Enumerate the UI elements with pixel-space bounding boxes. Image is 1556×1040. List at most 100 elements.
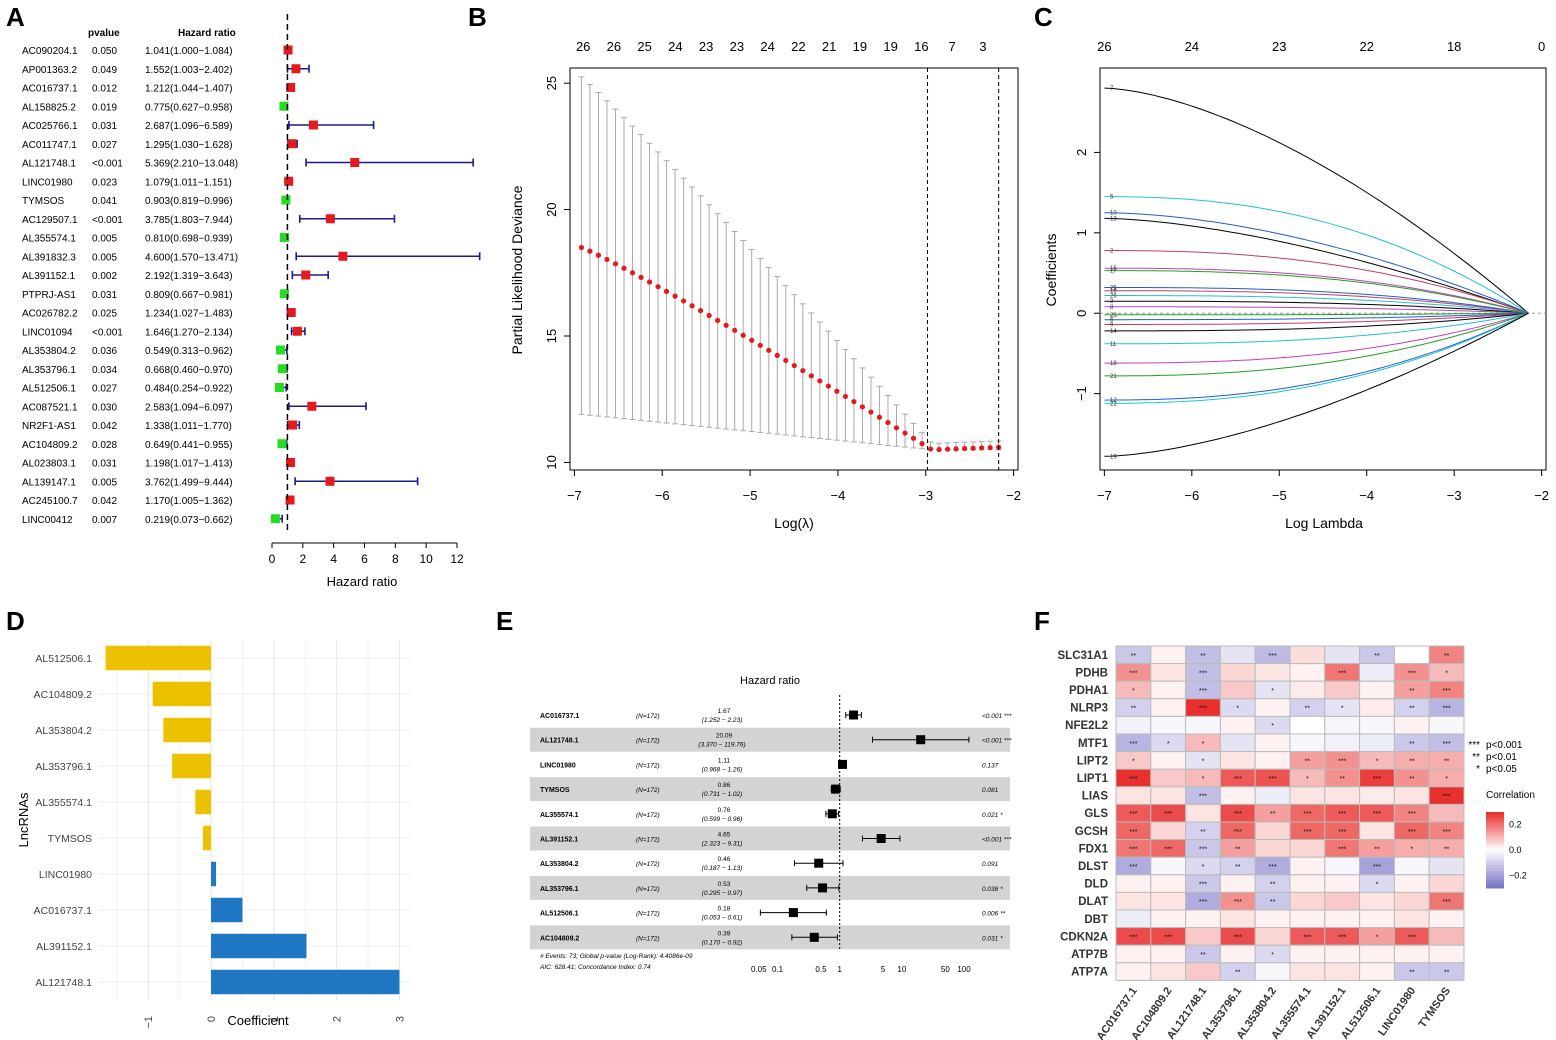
cell-significance: * bbox=[1236, 706, 1239, 713]
x-tick-label: −6 bbox=[1184, 488, 1199, 503]
cell-significance: *** bbox=[1408, 811, 1416, 818]
colorbar-step bbox=[1486, 850, 1504, 854]
hr-point bbox=[288, 420, 298, 430]
row-label: AC025766.1 bbox=[22, 121, 78, 132]
heatmap-cell bbox=[1219, 944, 1256, 964]
path-label: 14 bbox=[1110, 329, 1117, 335]
row-label: AL355574.1 bbox=[540, 812, 579, 819]
row-label: LIAS bbox=[1082, 791, 1109, 803]
heatmap-cell bbox=[1254, 839, 1291, 858]
y-tick-label: −1 bbox=[1074, 386, 1089, 401]
row-label: PTPRJ-AS1 bbox=[22, 290, 76, 301]
row-n: (N=172) bbox=[636, 886, 660, 893]
sig-legend-label: p<0.001 bbox=[1486, 740, 1523, 751]
cell-significance: * bbox=[1306, 776, 1309, 783]
coefficient-path bbox=[1104, 312, 1529, 364]
cell-significance: ** bbox=[1200, 952, 1206, 959]
heatmap-cell bbox=[1219, 786, 1256, 805]
row-pvalue: 0.028 bbox=[92, 440, 117, 451]
coefficient-path bbox=[1104, 306, 1529, 314]
coefficient-path bbox=[1104, 87, 1529, 314]
colorbar-step bbox=[1486, 844, 1504, 848]
x-tick-label: 1 bbox=[837, 965, 842, 974]
cell-significance: *** bbox=[1338, 758, 1346, 765]
path-label: 9 bbox=[1110, 322, 1114, 328]
category-label: AL353804.2 bbox=[35, 725, 92, 737]
row-hr-text: 2.687(1.096−6.589) bbox=[145, 121, 233, 132]
row-label: DLST bbox=[1078, 861, 1108, 873]
cell-significance: *** bbox=[1338, 670, 1346, 677]
top-count-label: 26 bbox=[576, 39, 590, 54]
row-ci: (1.252 − 2.23) bbox=[702, 717, 743, 724]
x-tick-label: 3 bbox=[394, 1016, 406, 1022]
heatmap-cell bbox=[1115, 874, 1152, 893]
coefficient-path bbox=[1104, 312, 1529, 404]
cell-significance: ** bbox=[1131, 653, 1137, 660]
panel-label-c: C bbox=[1034, 2, 1053, 32]
heatmap-cell bbox=[1115, 891, 1152, 911]
x-tick-label: −4 bbox=[1359, 488, 1374, 503]
top-count-label: 24 bbox=[1185, 39, 1199, 54]
row-label: GLS bbox=[1084, 808, 1108, 820]
coefficient-bar bbox=[195, 789, 212, 815]
cell-significance: ** bbox=[1305, 706, 1311, 713]
panel-f-correlation-heatmap: SLC31A1 ** ** *** ** **PDHB *** *** *** *** *PDHA1… bbox=[1058, 645, 1535, 1040]
row-hr-text: 1.234(1.027−1.483) bbox=[145, 309, 233, 320]
hr-point bbox=[809, 932, 819, 942]
deviance-point bbox=[842, 393, 848, 400]
heatmap-cell bbox=[1254, 909, 1291, 929]
row-hr-text: 1.079(1.011−1.151) bbox=[145, 177, 232, 188]
y-tick-label: 15 bbox=[544, 329, 559, 343]
colorbar-step bbox=[1486, 857, 1504, 861]
coefficient-path bbox=[1104, 312, 1529, 457]
path-label: 11 bbox=[1110, 342, 1117, 348]
path-label: 5 bbox=[1110, 195, 1114, 201]
hr-point bbox=[818, 883, 828, 893]
row-ci: (0.187 − 1.13) bbox=[702, 865, 743, 872]
row-hr-text: 4.600(1.570−13.471) bbox=[145, 252, 238, 263]
cell-significance: *** bbox=[1373, 864, 1381, 871]
colorbar-step bbox=[1486, 842, 1504, 846]
coefficient-bar bbox=[105, 645, 212, 671]
coefficient-path bbox=[1104, 300, 1529, 314]
heatmap-cell bbox=[1185, 962, 1221, 981]
heatmap-cell bbox=[1289, 874, 1326, 893]
deviance-point bbox=[723, 322, 729, 328]
cell-significance: ** bbox=[1131, 706, 1137, 713]
cell-significance: *** bbox=[1408, 670, 1416, 677]
path-label: 13 bbox=[1110, 216, 1117, 222]
cell-significance: *** bbox=[1338, 829, 1346, 836]
colorbar-step bbox=[1486, 812, 1504, 816]
heatmap-cell bbox=[1428, 944, 1465, 964]
row-pvalue: 0.042 bbox=[92, 421, 117, 432]
row-shade bbox=[530, 875, 1010, 900]
cell-significance: ** bbox=[1270, 899, 1276, 906]
panel-label-d: D bbox=[6, 606, 25, 636]
row-hr: 0.76 bbox=[718, 807, 731, 814]
heatmap-cell bbox=[1150, 698, 1187, 717]
row-hr: 1.11 bbox=[718, 757, 731, 764]
sig-legend-label: p<0.01 bbox=[1486, 752, 1517, 763]
row-pvalue: 0.021 * bbox=[982, 812, 1003, 819]
heatmap-cell bbox=[1115, 909, 1152, 929]
colorbar-step bbox=[1486, 817, 1504, 821]
row-n: (N=172) bbox=[636, 837, 660, 844]
coefficient-bar bbox=[172, 753, 212, 779]
panel-e-multivariate-forest: Hazard ratio AC016737.1 (N=172) 1.67 (1.252 … bbox=[530, 675, 1012, 974]
cell-significance: *** bbox=[1373, 811, 1381, 818]
row-hr-text: 1.041(1.000−1.084) bbox=[145, 46, 233, 57]
path-label: 26 bbox=[1110, 294, 1117, 300]
row-label: LINC01094 bbox=[22, 327, 73, 338]
heatmap-cell bbox=[1324, 856, 1361, 876]
row-label: AL139147.1 bbox=[22, 477, 76, 488]
colorbar-step bbox=[1486, 839, 1504, 843]
deviance-point bbox=[834, 388, 840, 394]
hr-point bbox=[916, 735, 926, 745]
row-label: ATP7B bbox=[1071, 949, 1108, 961]
cell-significance: ** bbox=[1409, 706, 1415, 713]
row-ci: (0.170 − 0.92) bbox=[702, 939, 743, 946]
cell-significance: ** bbox=[1235, 970, 1241, 977]
deviance-point bbox=[698, 308, 704, 314]
coefficient-bar bbox=[211, 897, 243, 923]
heatmap-cell bbox=[1150, 874, 1187, 893]
